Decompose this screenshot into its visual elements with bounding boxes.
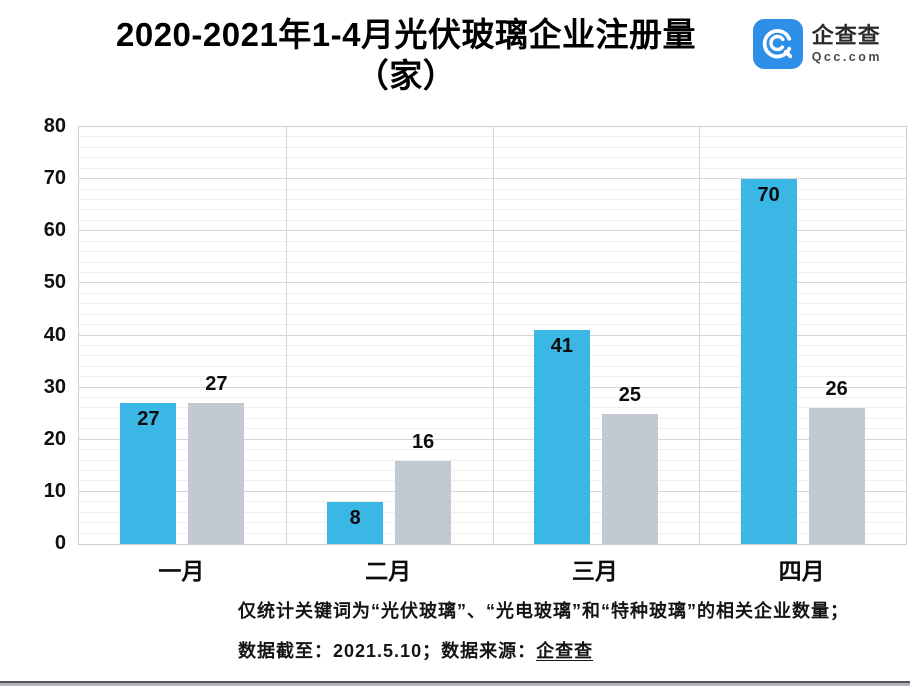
qcc-logo: 企查查 Qcc.com	[752, 19, 882, 69]
bar-chart-plot-area: 27 8 41 70 27 16 25 26	[78, 126, 907, 545]
bar-value-label: 70	[757, 184, 780, 207]
footnote-line2-prefix: 数据截至：2021.5.10；数据来源：	[238, 641, 537, 661]
bar-blue	[120, 403, 177, 544]
x-axis-category-label: 二月	[365, 558, 412, 584]
bar-gray	[808, 408, 865, 544]
y-axis-tick-label: 40	[43, 323, 66, 346]
logo-domain: Qcc.com	[811, 49, 882, 64]
y-axis-tick-label: 80	[43, 115, 66, 137]
y-axis-tick-label: 60	[43, 219, 66, 242]
bar-gray	[395, 460, 452, 544]
bar-value-label: 41	[550, 335, 573, 358]
y-axis: 0 10 20 30 40 50 60 70 80	[0, 116, 66, 553]
logo-name: 企查查	[811, 22, 881, 48]
y-axis-tick-label: 0	[54, 532, 66, 554]
bar-blue	[740, 179, 797, 544]
category-separator	[285, 127, 287, 544]
bar-value-label: 27	[205, 373, 228, 396]
y-axis-tick-label: 30	[43, 375, 66, 398]
data-source-name: 企查查	[536, 641, 594, 661]
qcc-logo-text: 企查查 Qcc.com	[811, 22, 882, 65]
y-axis-tick-label: 70	[43, 167, 66, 190]
bottom-divider	[0, 680, 910, 686]
bar-blue	[327, 502, 384, 544]
bar-value-label: 16	[412, 430, 435, 453]
footnote-line1: 仅统计关键词为“光伏玻璃”、“光电玻璃”和“特种玻璃”的相关企业数量；	[238, 601, 849, 621]
chart-footnote: 仅统计关键词为“光伏玻璃”、“光电玻璃”和“特种玻璃”的相关企业数量； 数据截至…	[238, 598, 898, 678]
qcc-logo-icon	[752, 19, 803, 69]
category-separator	[492, 127, 494, 544]
y-axis-tick-label: 50	[43, 271, 66, 294]
chart-header: 2020-2021年1-4月光伏玻璃企业注册量 （家）	[0, 14, 812, 96]
x-axis-category-label: 四月	[778, 558, 825, 584]
y-axis-tick-label: 20	[43, 427, 66, 450]
footnote-line2: 数据截至：2021.5.10；数据来源：企查查	[238, 638, 898, 664]
bar-blue	[533, 330, 590, 544]
page-title: 2020-2021年1-4月光伏玻璃企业注册量	[115, 16, 696, 53]
bar-value-label: 8	[349, 507, 361, 530]
bar-gray	[188, 403, 245, 544]
bar-value-label: 26	[825, 378, 848, 401]
x-axis-category-label: 三月	[571, 558, 618, 584]
x-axis: 一月 二月 三月 四月	[78, 552, 905, 584]
bar-gray	[601, 413, 658, 544]
x-axis-category-label: 一月	[158, 558, 205, 584]
bar-value-label: 25	[618, 383, 641, 406]
page-title-unit: （家）	[355, 57, 457, 94]
bar-value-label: 27	[137, 408, 160, 431]
category-separator	[699, 127, 701, 544]
y-axis-tick-label: 10	[43, 479, 66, 502]
